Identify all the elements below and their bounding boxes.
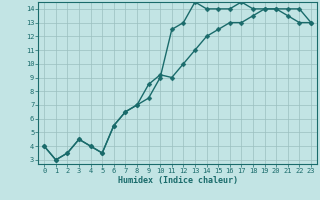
X-axis label: Humidex (Indice chaleur): Humidex (Indice chaleur) <box>118 176 238 185</box>
